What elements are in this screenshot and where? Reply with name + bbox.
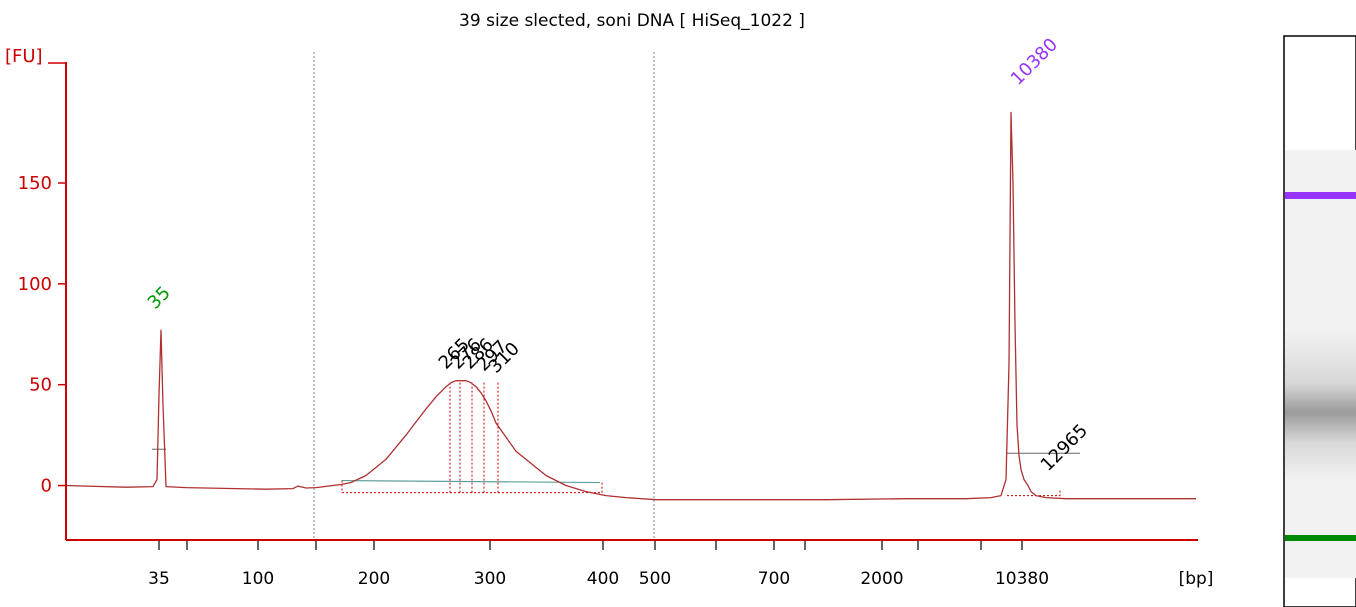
x-axis-ticks: 35 100 200 300 400 500 700 2000 10380 xyxy=(148,540,1049,589)
region-integration-marks xyxy=(152,382,1080,497)
region-baseline xyxy=(341,479,601,484)
y-tick-label: 100 xyxy=(18,274,52,295)
x-axis-unit-label: [bp] xyxy=(1179,569,1214,589)
peak-label-35: 35 xyxy=(144,282,175,313)
trace-group xyxy=(65,111,1196,501)
x-tick-label: 200 xyxy=(358,569,390,589)
y-axis-label: [FU] xyxy=(5,46,43,67)
y-axis-ticks: 0 50 100 150 xyxy=(18,62,66,497)
x-tick-label: 700 xyxy=(758,569,790,589)
sample-smear-band xyxy=(1285,330,1356,480)
x-tick-label: 2000 xyxy=(860,569,903,589)
y-tick-label: 150 xyxy=(18,173,52,194)
y-tick-label: 0 xyxy=(41,476,52,497)
x-tick-label: 500 xyxy=(639,569,671,589)
region-dividers xyxy=(313,52,655,540)
x-tick-label: 10380 xyxy=(995,569,1049,589)
y-tick-label: 50 xyxy=(29,375,52,396)
lower-marker-band xyxy=(1285,535,1356,541)
upper-marker-band xyxy=(1285,192,1356,199)
gel-lane xyxy=(1283,35,1356,607)
chart-title: 39 size slected, soni DNA [ HiSeq_1022 ] xyxy=(459,11,805,31)
x-tick-label: 100 xyxy=(242,569,274,589)
x-tick-label: 300 xyxy=(474,569,506,589)
trace-line xyxy=(65,111,1196,501)
x-tick-label: 400 xyxy=(587,569,619,589)
region-bracket xyxy=(341,480,603,494)
axes xyxy=(65,62,1198,541)
peak-label-10380: 10380 xyxy=(1007,34,1062,89)
x-tick-label: 35 xyxy=(148,569,170,589)
peak-label-12965: 12965 xyxy=(1037,420,1092,475)
upper-marker-bracket xyxy=(1007,489,1061,497)
